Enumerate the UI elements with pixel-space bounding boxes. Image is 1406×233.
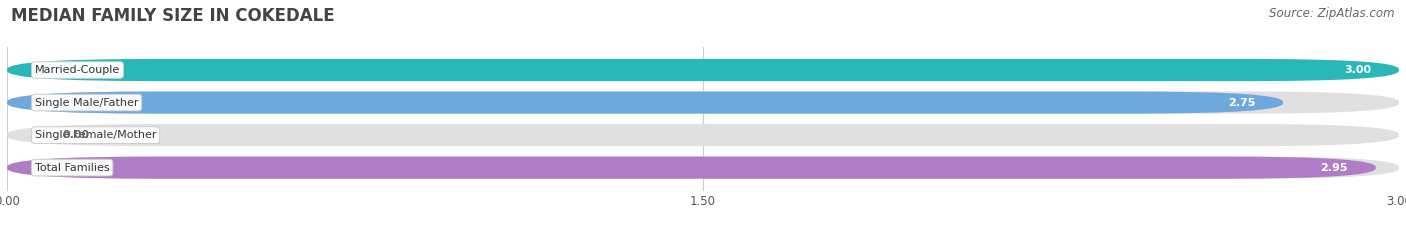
Text: 0.00: 0.00 (63, 130, 90, 140)
Text: Total Families: Total Families (35, 163, 110, 173)
Text: 2.95: 2.95 (1320, 163, 1348, 173)
FancyBboxPatch shape (7, 157, 1376, 179)
FancyBboxPatch shape (7, 59, 1399, 81)
FancyBboxPatch shape (7, 124, 1399, 146)
FancyBboxPatch shape (7, 92, 1399, 114)
Text: Single Male/Father: Single Male/Father (35, 98, 138, 108)
Text: MEDIAN FAMILY SIZE IN COKEDALE: MEDIAN FAMILY SIZE IN COKEDALE (11, 7, 335, 25)
FancyBboxPatch shape (7, 92, 1284, 114)
Text: 2.75: 2.75 (1227, 98, 1256, 108)
Text: Married-Couple: Married-Couple (35, 65, 120, 75)
Text: Single Female/Mother: Single Female/Mother (35, 130, 156, 140)
FancyBboxPatch shape (7, 59, 1399, 81)
FancyBboxPatch shape (7, 157, 1399, 179)
Text: 3.00: 3.00 (1344, 65, 1371, 75)
Text: Source: ZipAtlas.com: Source: ZipAtlas.com (1270, 7, 1395, 20)
